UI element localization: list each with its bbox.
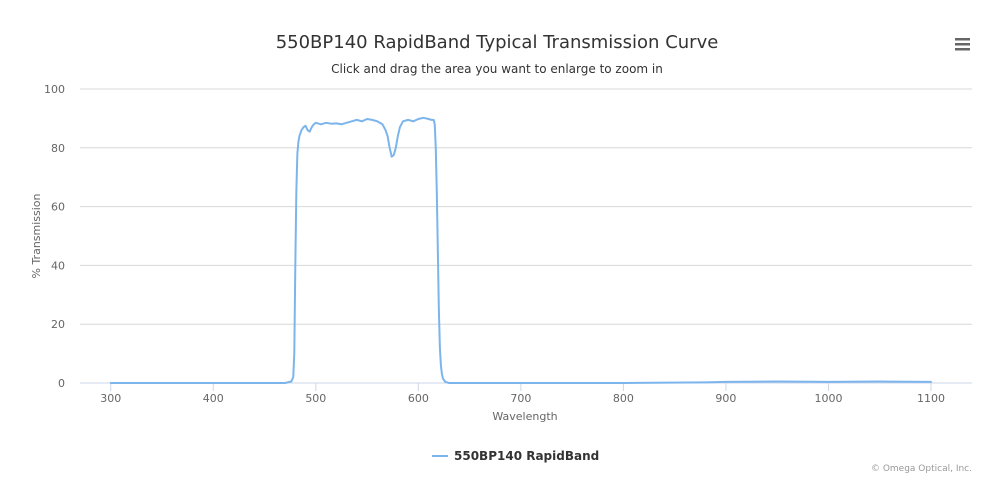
x-tick-label: 1000: [814, 392, 842, 405]
x-axis-title: Wavelength: [492, 410, 557, 423]
credits[interactable]: © Omega Optical, Inc.: [871, 464, 972, 474]
y-tick-label: 0: [58, 377, 65, 390]
series-layer: [109, 116, 932, 384]
y-tick-label: 100: [44, 83, 65, 96]
axes: [80, 382, 972, 391]
y-tick-label: 80: [51, 142, 65, 155]
y-axis-tick-labels: 0 20 40 60 80 100: [44, 83, 65, 390]
x-tick-label: 900: [715, 392, 736, 405]
y-axis-title: % Transmission: [30, 193, 43, 278]
hamburger-menu-icon[interactable]: [955, 38, 970, 51]
x-tick-label: 600: [408, 392, 429, 405]
x-tick-label: 700: [510, 392, 531, 405]
x-tick-label: 300: [100, 392, 121, 405]
x-axis-tick-labels: 300 400 500 600 700 800 900 1000 1100: [100, 392, 945, 405]
y-tick-label: 40: [51, 259, 65, 272]
chart-subtitle: Click and drag the area you want to enla…: [331, 62, 663, 76]
x-tick-label: 500: [305, 392, 326, 405]
chart-title: 550BP140 RapidBand Typical Transmission …: [276, 32, 719, 53]
legend-item-label[interactable]: 550BP140 RapidBand: [454, 449, 599, 463]
x-tick-label: 1100: [917, 392, 945, 405]
legend[interactable]: 550BP140 RapidBand: [432, 449, 599, 463]
x-tick-label: 800: [613, 392, 634, 405]
series-line-0[interactable]: [109, 116, 932, 384]
x-tick-label: 400: [203, 392, 224, 405]
y-tick-label: 60: [51, 201, 65, 214]
grid-lines: [80, 88, 972, 325]
y-tick-label: 20: [51, 318, 65, 331]
chart-menu-button[interactable]: [948, 32, 976, 56]
